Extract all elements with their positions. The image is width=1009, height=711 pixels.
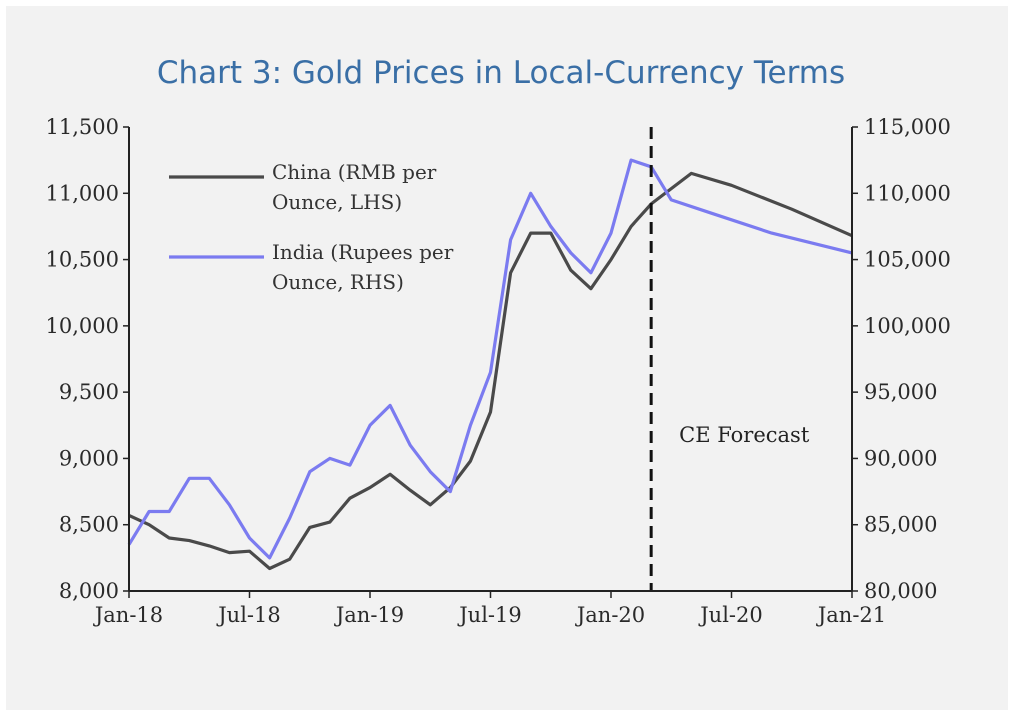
right-tick-label: 85,000 — [864, 513, 937, 537]
forecast-label: CE Forecast — [679, 423, 810, 447]
legend: China (RMB per Ounce, LHS) India (Rupees p… — [169, 160, 454, 294]
left-tick-label: 9,500 — [59, 380, 119, 404]
india-series-line — [127, 158, 853, 560]
left-tick-label: 11,000 — [46, 181, 119, 205]
right-tick-label: 105,000 — [864, 248, 951, 272]
x-tick-label: Jan-21 — [816, 603, 886, 627]
axes-layer — [128, 127, 853, 592]
left-tick-label: 10,000 — [46, 314, 119, 338]
right-tick-label: 115,000 — [864, 115, 951, 139]
chart-title: Chart 3: Gold Prices in Local-Currency T… — [157, 55, 845, 91]
left-tick-label: 11,500 — [46, 115, 119, 139]
left-tick-label: 9,000 — [59, 446, 119, 470]
series-layer — [127, 158, 853, 571]
x-tick-label: Jul-20 — [698, 603, 762, 627]
right-axis-ticks: 80,000 85,000 90,000 95,000 100,000 105,000 11… — [852, 115, 951, 603]
x-tick-label: Jul-19 — [457, 603, 521, 627]
right-tick-label: 110,000 — [864, 181, 951, 205]
right-tick-label: 80,000 — [864, 579, 937, 603]
legend-label-china: China (RMB per — [272, 160, 437, 184]
chart-panel: Chart 3: Gold Prices in Local-Currency T… — [6, 6, 1008, 710]
x-tick-label: Jul-18 — [216, 603, 280, 627]
legend-label-china: Ounce, LHS) — [272, 190, 402, 214]
right-tick-label: 90,000 — [864, 446, 937, 470]
china-series-line — [128, 171, 853, 571]
legend-label-india: Ounce, RHS) — [272, 270, 404, 294]
x-axis-ticks: Jan-18 Jul-18 Jan-19 Jul-19 Jan-20 Jul-20 Jan-… — [93, 591, 886, 627]
legend-label-india: India (Rupees per — [272, 240, 454, 264]
right-tick-label: 100,000 — [864, 314, 951, 338]
forecast-layer: CE Forecast — [649, 127, 810, 591]
left-axis-ticks: 8,000 8,500 9,000 9,500 10,000 10,500 11,000 11… — [46, 115, 129, 603]
x-tick-label: Jan-18 — [93, 603, 163, 627]
left-tick-label: 8,000 — [59, 579, 119, 603]
chart: Chart 3: Gold Prices in Local-Currency T… — [46, 55, 951, 627]
left-tick-label: 10,500 — [46, 248, 119, 272]
x-tick-label: Jan-19 — [334, 603, 404, 627]
left-tick-label: 8,500 — [59, 513, 119, 537]
right-tick-label: 95,000 — [864, 380, 937, 404]
x-tick-label: Jan-20 — [575, 603, 645, 627]
